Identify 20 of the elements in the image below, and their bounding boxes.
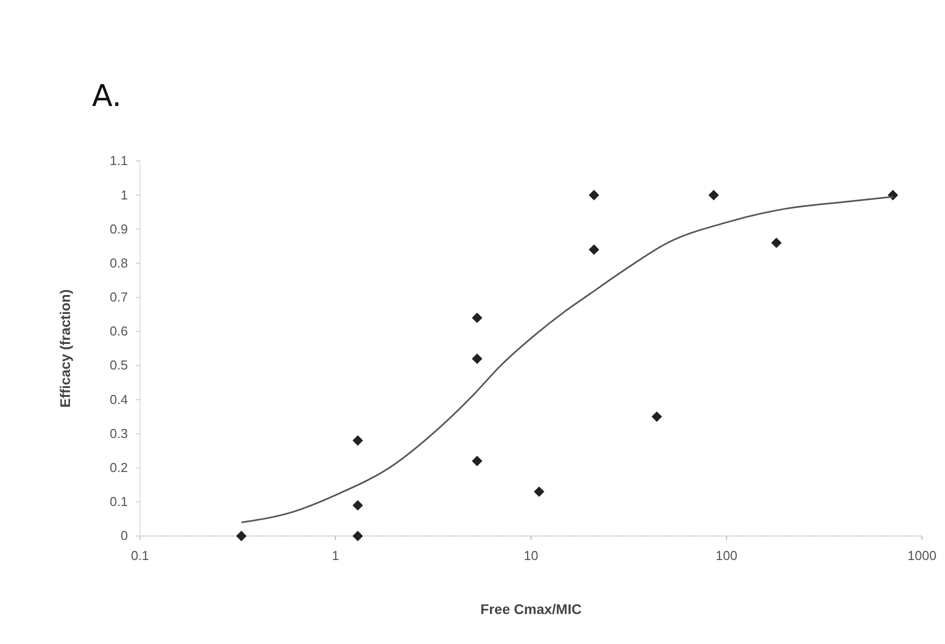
- y-tick-label: 0.2: [110, 460, 128, 475]
- y-tick-label: 0.3: [110, 426, 128, 441]
- y-tick-label: 0.6: [110, 324, 128, 339]
- y-tick-label: 0.1: [110, 494, 128, 510]
- y-tick-label: 0.5: [110, 358, 128, 373]
- y-tick-label: 0.7: [110, 290, 128, 305]
- x-tick-label: 10: [524, 548, 538, 563]
- y-tick-label: 0.8: [110, 255, 128, 270]
- x-axis-title: Free Cmax/MIC: [480, 601, 582, 617]
- chart-title: A.: [92, 79, 122, 114]
- y-tick-label: 0: [120, 528, 128, 544]
- x-tick-label: 1000: [908, 548, 936, 563]
- x-tick-label: 0.1: [130, 548, 150, 563]
- y-tick-label: 0.9: [110, 221, 128, 236]
- y-axis-title: Efficacy (fraction): [57, 289, 73, 408]
- x-tick-label: 1: [332, 548, 340, 563]
- y-tick-label: 0.4: [110, 392, 128, 407]
- x-tick-label: 100: [716, 548, 738, 563]
- y-tick-label: 1: [120, 187, 128, 202]
- y-tick-label: 1.1: [110, 153, 128, 168]
